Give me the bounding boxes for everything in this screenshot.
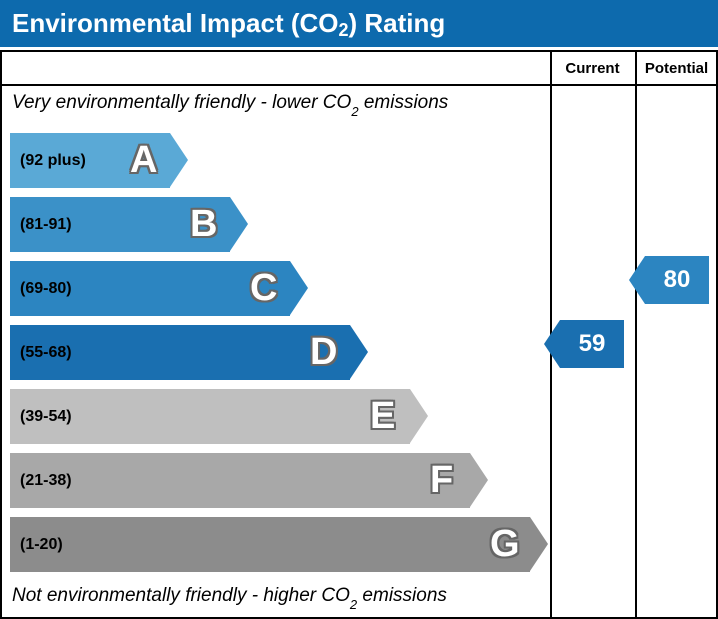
band-c: (69-80) C xyxy=(10,261,542,316)
band-bar: (55-68) D xyxy=(10,325,350,380)
title-suffix: ) Rating xyxy=(349,8,446,38)
column-potential xyxy=(635,52,718,617)
band-f: (21-38) F xyxy=(10,453,542,508)
band-range: (39-54) xyxy=(20,408,72,426)
band-range: (55-68) xyxy=(20,344,72,362)
band-arrow-icon xyxy=(290,261,308,315)
band-arrow-icon xyxy=(350,325,368,379)
band-arrow-icon xyxy=(170,133,188,187)
band-range: (21-38) xyxy=(20,472,72,490)
band-range: (1-20) xyxy=(20,536,63,554)
chart-grid: Current Potential Very environmentally f… xyxy=(0,50,718,619)
band-e: (39-54) E xyxy=(10,389,542,444)
band-range: (69-80) xyxy=(20,280,72,298)
band-bar: (81-91) B xyxy=(10,197,230,252)
band-a: (92 plus) A xyxy=(10,133,542,188)
band-letter: C xyxy=(250,267,277,310)
note-bottom: Not environmentally friendly - higher CO… xyxy=(12,585,542,609)
title-sub: 2 xyxy=(339,20,349,40)
potential-marker-tip xyxy=(629,256,645,304)
potential-value: 80 xyxy=(645,256,709,304)
current-value: 59 xyxy=(560,320,624,368)
potential-marker: 80 xyxy=(645,256,709,304)
band-range: (92 plus) xyxy=(20,152,86,170)
band-bar: (69-80) C xyxy=(10,261,290,316)
band-range: (81-91) xyxy=(20,216,72,234)
band-bar: (1-20) G xyxy=(10,517,530,572)
current-marker: 59 xyxy=(560,320,624,368)
band-letter: G xyxy=(490,523,520,566)
band-g: (1-20) G xyxy=(10,517,542,572)
band-arrow-icon xyxy=(230,197,248,251)
band-letter: E xyxy=(370,395,395,438)
band-letter: F xyxy=(430,459,453,502)
chart-title: Environmental Impact (CO2) Rating xyxy=(0,0,718,47)
note-top: Very environmentally friendly - lower CO… xyxy=(12,92,542,116)
band-letter: D xyxy=(310,331,337,374)
band-arrow-icon xyxy=(470,453,488,507)
header-main xyxy=(2,52,550,86)
band-letter: B xyxy=(190,203,217,246)
band-arrow-icon xyxy=(530,517,548,571)
band-b: (81-91) B xyxy=(10,197,542,252)
title-prefix: Environmental Impact (CO xyxy=(12,8,339,38)
band-arrow-icon xyxy=(410,389,428,443)
band-letter: A xyxy=(130,139,157,182)
band-bar: (21-38) F xyxy=(10,453,470,508)
current-marker-tip xyxy=(544,320,560,368)
rating-bands: (92 plus) A (81-91) B (69-80) C (55-68) D (39-54… xyxy=(10,124,542,581)
epc-chart: Environmental Impact (CO2) Rating Curren… xyxy=(0,0,718,619)
band-bar: (39-54) E xyxy=(10,389,410,444)
band-d: (55-68) D xyxy=(10,325,542,380)
band-bar: (92 plus) A xyxy=(10,133,170,188)
